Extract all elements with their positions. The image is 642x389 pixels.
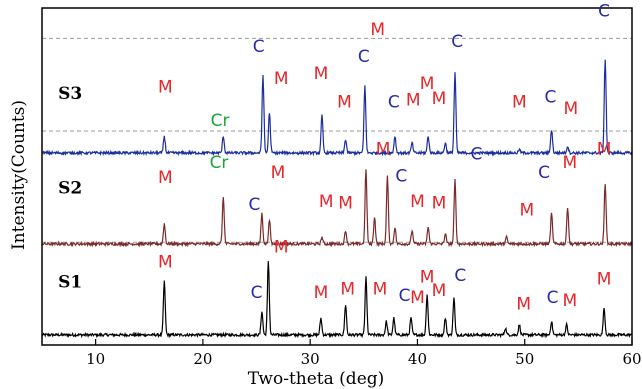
- peak-label-c: C: [358, 47, 370, 67]
- peak-label-c: C: [538, 163, 550, 183]
- peak-label-c: C: [471, 145, 483, 165]
- x-tick-label: 60: [622, 350, 641, 368]
- x-tick-label: 50: [515, 350, 534, 368]
- peak-label-c: C: [388, 92, 400, 112]
- peak-label-m: M: [562, 291, 577, 311]
- peak-label-c: C: [395, 167, 407, 187]
- peak-label-m: M: [410, 192, 425, 212]
- peak-label-m: M: [420, 74, 435, 94]
- series-line-s2: [41, 169, 633, 248]
- peak-label-c: C: [547, 288, 559, 308]
- peak-label-m: M: [376, 140, 391, 160]
- peak-label-m: M: [337, 92, 352, 112]
- peak-label-c: C: [399, 286, 411, 306]
- peak-label-m: M: [319, 192, 334, 212]
- peak-label-m: M: [432, 194, 447, 214]
- peak-label-cr: Cr: [211, 111, 230, 131]
- x-tick-label: 30: [301, 350, 320, 368]
- peak-label-m: M: [420, 268, 435, 288]
- peak-label-m: M: [432, 89, 447, 109]
- peak-label-m: M: [432, 281, 447, 301]
- peak-label-c: C: [253, 37, 265, 57]
- peak-label-m: M: [597, 140, 612, 160]
- y-axis-title: Intensity(Counts): [9, 100, 29, 250]
- x-axis-title: Two-theta (deg): [248, 369, 385, 389]
- series-line-s1: [41, 261, 633, 339]
- plot-frame: [41, 7, 633, 346]
- peak-label-m: M: [410, 288, 425, 308]
- peak-label-m: M: [516, 295, 531, 315]
- peak-label-c: C: [451, 32, 463, 52]
- peak-label-m: M: [370, 20, 385, 40]
- peak-label-c: C: [545, 87, 557, 107]
- peak-label-c: C: [251, 283, 263, 303]
- peak-label-m: M: [274, 69, 289, 89]
- peak-label-m: M: [271, 163, 286, 183]
- plot-area: [41, 7, 633, 346]
- x-tick-label: 10: [86, 350, 105, 368]
- peak-label-m: M: [520, 200, 535, 220]
- peak-label-m: M: [158, 77, 173, 97]
- peak-label-m: M: [274, 237, 289, 257]
- peak-label-m: M: [373, 279, 388, 299]
- peak-label-m: M: [158, 252, 173, 272]
- peak-label-m: M: [158, 168, 173, 188]
- peak-label-m: M: [314, 283, 329, 303]
- peak-label-m: M: [338, 194, 353, 214]
- peak-label-cr: Cr: [210, 153, 229, 173]
- peak-label-m: M: [597, 269, 612, 289]
- peak-label-m: M: [512, 92, 527, 112]
- peak-label-m: M: [340, 279, 355, 299]
- peak-label-c: C: [248, 195, 260, 215]
- peak-label-c: C: [454, 266, 466, 286]
- x-tick-label: 40: [408, 350, 427, 368]
- sample-label-s1: S1: [58, 273, 82, 293]
- peak-label-m: M: [406, 91, 421, 111]
- peak-label-m: M: [564, 99, 579, 119]
- peak-label-c: C: [598, 1, 610, 21]
- sample-label-s3: S3: [58, 84, 82, 104]
- x-tick-label: 20: [193, 350, 212, 368]
- series-line-s3: [41, 59, 633, 157]
- sample-label-s2: S2: [58, 178, 82, 198]
- peak-label-m: M: [562, 153, 577, 173]
- peak-label-m: M: [314, 64, 329, 84]
